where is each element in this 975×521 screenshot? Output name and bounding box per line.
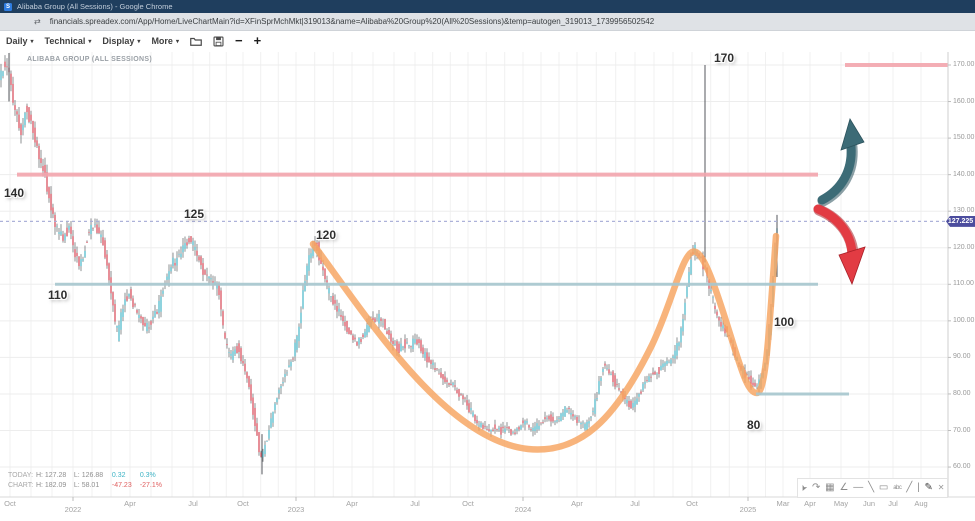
price-tick-label: 60.00 xyxy=(953,463,971,471)
today-change: 0.32 xyxy=(111,472,126,479)
today-label: TODAY: xyxy=(8,472,34,479)
save-icon[interactable] xyxy=(213,35,224,47)
price-annotation-label: 125 xyxy=(184,207,205,221)
url-text[interactable]: financials.spreadex.com/App/Home/LiveCha… xyxy=(49,17,655,26)
browser-url-bar[interactable]: ⇄ financials.spreadex.com/App/Home/LiveC… xyxy=(0,13,975,31)
year-tick-label: 2023 xyxy=(287,505,305,514)
price-tick-label: 90.00 xyxy=(953,353,971,361)
grid-layer xyxy=(0,52,948,497)
caret-down-icon: ▾ xyxy=(30,38,34,45)
pointer-tool-icon[interactable]: ➤ xyxy=(798,483,810,494)
year-tick-label: 2025 xyxy=(739,505,757,514)
month-tick-label: Jul xyxy=(188,499,198,508)
grid-tool-icon[interactable]: ▦ xyxy=(825,482,835,493)
month-tick-label: Jul xyxy=(630,499,640,508)
price-annotation-label: 80 xyxy=(747,418,761,432)
today-high: H: 127.28 xyxy=(35,472,67,479)
price-tick-label: 130.00 xyxy=(953,207,975,215)
window-titlebar: S Alibaba Group (All Sessions) - Google … xyxy=(0,0,975,13)
candlestick-series xyxy=(0,53,778,475)
current-price-badge: 127.225 xyxy=(946,215,975,227)
caret-down-icon: ▾ xyxy=(175,38,179,45)
bullish-curved-arrow[interactable] xyxy=(817,118,865,207)
trend-line-tool-icon[interactable]: ╲ xyxy=(868,482,875,493)
month-tick-label: Jul xyxy=(410,499,420,508)
vertical-line-tool-icon[interactable]: | xyxy=(917,482,920,493)
year-tick-label: 2022 xyxy=(64,505,82,514)
menu-technical[interactable]: Technical ▾ xyxy=(45,36,92,46)
month-tick-label: May xyxy=(833,499,849,508)
price-tick-label: 140.00 xyxy=(953,170,975,178)
today-change-pct: 0.3% xyxy=(139,472,156,479)
price-annotation-label: 120 xyxy=(316,228,337,242)
horizontal-line-tool-icon[interactable]: — xyxy=(853,482,864,493)
price-tick-label: 100.00 xyxy=(953,316,975,324)
price-tick-label: 120.00 xyxy=(953,243,975,251)
month-tick-label: Oct xyxy=(4,499,16,508)
price-tick-label: 110.00 xyxy=(953,280,974,288)
chart-low: L: 58.01 xyxy=(73,482,100,489)
month-tick-label: Apr xyxy=(571,499,583,508)
month-tick-label: Oct xyxy=(686,499,698,508)
pen-tool-icon[interactable]: ✎ xyxy=(924,482,933,493)
caret-down-icon: ▾ xyxy=(88,38,92,45)
annotation-layer xyxy=(0,63,948,453)
menu-technical-label: Technical xyxy=(44,36,86,46)
chart-label: CHART: xyxy=(8,482,34,489)
chart-stats-row: CHART: H: 182.09 L: 58.01 -47.23 -27.1% xyxy=(8,481,166,491)
chart-instrument-title: ALIBABA GROUP (ALL SESSIONS) xyxy=(27,56,152,63)
price-tick-label: 170.00 xyxy=(953,61,975,68)
price-tick-label: 160.00 xyxy=(953,97,975,105)
diagonal-line-tool-icon[interactable]: ╱ xyxy=(906,482,913,493)
chart-toolbar: Daily ▾ Technical ▾ Display ▾ More ▾ − + xyxy=(0,31,975,51)
session-stats: TODAY: H: 127.28 L: 126.88 0.32 0.3% CHA… xyxy=(8,471,166,491)
price-tick-label: 70.00 xyxy=(953,426,971,434)
curved-arrow-tool-icon[interactable]: ↷ xyxy=(811,482,821,493)
window-title: Alibaba Group (All Sessions) - Google Ch… xyxy=(17,2,173,11)
zoom-out-button[interactable]: − xyxy=(234,33,243,48)
month-tick-label: Apr xyxy=(124,499,136,508)
month-tick-label: Oct xyxy=(237,499,249,508)
price-annotation-label: 100 xyxy=(774,315,795,329)
spreadex-favicon-icon: S xyxy=(4,2,12,11)
tab-arrows-icon: ⇄ xyxy=(34,17,41,26)
open-folder-icon[interactable] xyxy=(190,36,202,47)
price-annotation-label: 140 xyxy=(4,186,25,200)
menu-daily-label: Daily xyxy=(6,36,28,46)
month-tick-label: Jun xyxy=(862,499,876,508)
today-low: L: 126.88 xyxy=(73,472,104,479)
month-tick-label: Apr xyxy=(346,499,358,508)
cup-and-handle-curve[interactable] xyxy=(309,232,780,453)
month-tick-label: Mar xyxy=(776,499,790,508)
price-tick-label: 80.00 xyxy=(953,389,971,397)
month-tick-label: Aug xyxy=(914,499,928,508)
month-tick-label: Jul xyxy=(888,499,898,508)
chart-change-pct: -27.1% xyxy=(139,482,162,489)
menu-more-label: More xyxy=(151,36,173,46)
month-tick-label: Oct xyxy=(462,499,474,508)
menu-display[interactable]: Display ▾ xyxy=(102,36,140,46)
bearish-curved-arrow[interactable] xyxy=(813,204,866,286)
menu-daily[interactable]: Daily ▾ xyxy=(6,36,34,46)
month-tick-label: Apr xyxy=(804,499,816,508)
rectangle-tool-icon[interactable]: ▭ xyxy=(878,482,889,493)
close-tools-icon[interactable]: ✕ xyxy=(937,483,945,492)
year-tick-label: 2024 xyxy=(514,505,532,514)
today-stats-row: TODAY: H: 127.28 L: 126.88 0.32 0.3% xyxy=(8,471,166,481)
caret-down-icon: ▾ xyxy=(137,38,141,45)
price-annotation-label: 170 xyxy=(714,51,735,65)
text-tool-icon[interactable]: abc xyxy=(893,485,902,491)
price-tick-label: 150.00 xyxy=(953,134,975,142)
angle-lines-tool-icon[interactable]: ∠ xyxy=(839,482,849,493)
menu-display-label: Display xyxy=(102,36,135,46)
price-annotation-label: 110 xyxy=(48,288,68,302)
drawing-toolbar: ➤ ↷ ▦ ∠ — ╲ ▭ abc ╱ | ✎ ✕ xyxy=(797,478,948,498)
menu-more[interactable]: More ▾ xyxy=(151,36,179,46)
chart-change: -47.23 xyxy=(111,482,132,489)
zoom-in-button[interactable]: + xyxy=(253,33,262,48)
chart-high: H: 182.09 xyxy=(35,482,67,489)
